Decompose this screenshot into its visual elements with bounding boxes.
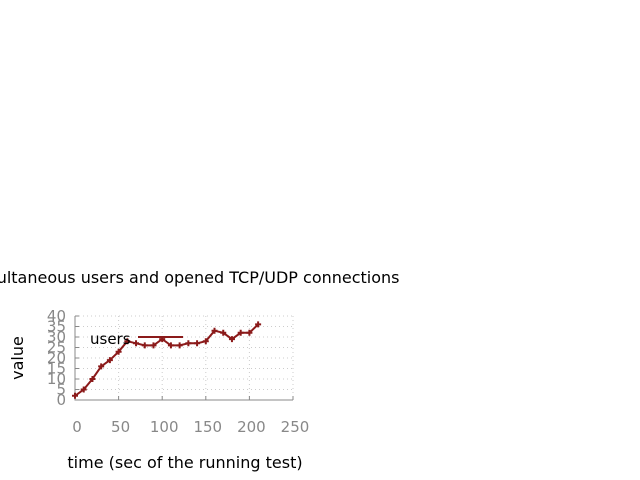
grid	[74, 315, 294, 401]
y-tick-label: 10	[47, 370, 66, 388]
data-point	[141, 342, 148, 349]
data-point	[98, 363, 105, 370]
data-point	[89, 376, 96, 382]
data-point	[220, 329, 227, 336]
data-point	[115, 348, 122, 355]
y-tick-label: 35	[47, 318, 66, 336]
data-point	[133, 340, 140, 347]
x-axis-label: time (sec of the running test)	[67, 453, 302, 472]
y-tick-label: 40	[47, 307, 66, 325]
data-point	[237, 329, 244, 336]
x-tick-label: 0	[72, 418, 82, 436]
y-tick-label: 25	[47, 339, 66, 357]
y-tick-label: 0	[56, 391, 66, 409]
data-point	[80, 386, 87, 393]
x-tick-label: 100	[150, 418, 179, 436]
y-tick-label: 5	[56, 381, 66, 399]
data-point	[167, 342, 174, 349]
x-tick-label: 150	[193, 418, 222, 436]
y-tick-label: 20	[47, 349, 66, 367]
data-point	[246, 329, 253, 336]
x-tick-label: 200	[237, 418, 266, 436]
data-point	[124, 338, 131, 345]
y-tick-label: 15	[47, 360, 66, 378]
legend: users	[90, 330, 183, 348]
series-line-users	[74, 323, 259, 397]
data-point	[194, 340, 201, 347]
data-point	[255, 321, 262, 328]
data-point	[202, 338, 209, 345]
y-tick-label: 30	[47, 328, 66, 346]
data-point	[176, 342, 183, 349]
data-point	[228, 336, 235, 343]
data-point	[185, 340, 192, 347]
chart-title: Simultaneous users and opened TCP/UDP co…	[0, 268, 400, 287]
x-tick-label: 50	[111, 418, 130, 436]
x-tick-label: 250	[281, 418, 310, 436]
legend-label-users: users	[90, 330, 131, 348]
series-layer	[72, 321, 262, 399]
data-point	[150, 342, 157, 349]
data-point	[72, 392, 78, 399]
data-point	[106, 357, 113, 364]
y-axis-label: value	[8, 336, 27, 380]
axes	[74, 315, 294, 401]
data-point	[211, 327, 218, 334]
